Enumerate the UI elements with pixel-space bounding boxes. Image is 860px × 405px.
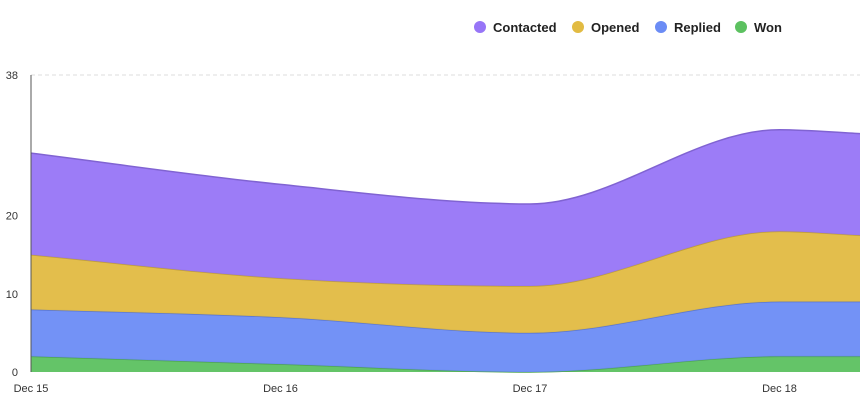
y-tick-label: 20 (6, 211, 18, 223)
legend-label-replied: Replied (674, 20, 721, 35)
x-tick-label: Dec 18 (762, 383, 797, 395)
axes: 0 10 20 38 Dec 15 Dec 16 Dec 17 Dec 18 (6, 70, 797, 395)
legend-swatch-replied (655, 21, 667, 33)
area-won (31, 356, 860, 372)
legend-item-opened[interactable]: Opened (572, 20, 639, 35)
legend-item-won[interactable]: Won (735, 20, 782, 35)
area-contacted (31, 129, 860, 287)
y-tick-label: 0 (12, 367, 18, 379)
legend-label-opened: Opened (591, 20, 639, 35)
legend-item-contacted[interactable]: Contacted (474, 20, 557, 35)
x-tick-label: Dec 16 (263, 383, 298, 395)
legend-swatch-contacted (474, 21, 486, 33)
legend-swatch-won (735, 21, 747, 33)
area-line-contacted (30, 128, 860, 205)
x-tick-label: Dec 17 (513, 383, 548, 395)
area-series-group (30, 128, 860, 373)
legend-label-contacted: Contacted (493, 20, 557, 35)
y-tick-label: 10 (6, 289, 18, 301)
area-replied (31, 301, 860, 372)
x-tick-label: Dec 15 (14, 383, 49, 395)
legend-swatch-opened (572, 21, 584, 33)
legend-item-replied[interactable]: Replied (655, 20, 721, 35)
y-tick-label: 38 (6, 70, 18, 82)
legend: Contacted Opened Replied Won (474, 20, 782, 35)
area-opened (31, 231, 860, 333)
legend-label-won: Won (754, 20, 782, 35)
